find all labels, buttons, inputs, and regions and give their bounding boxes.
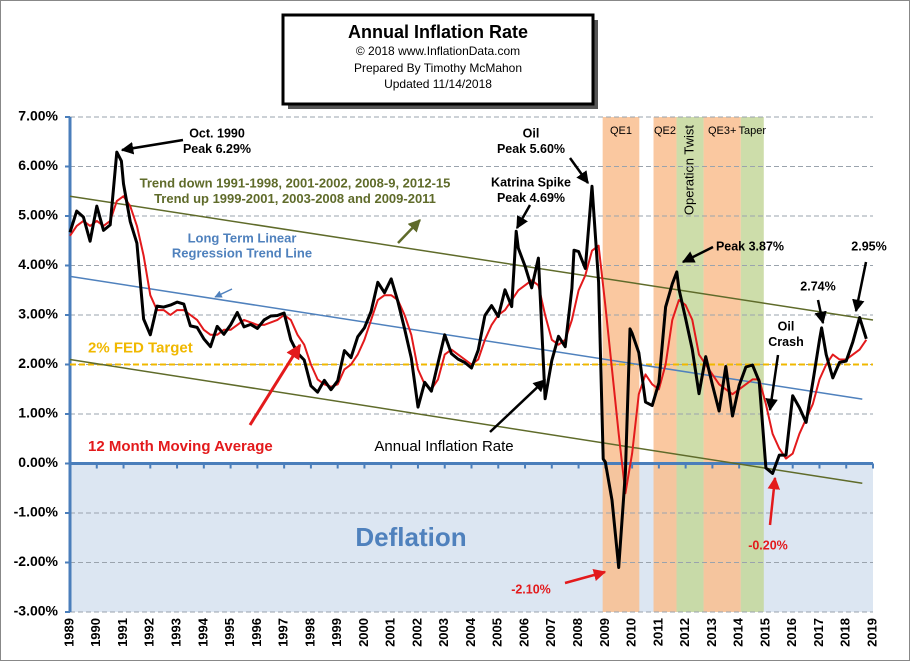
trend-line [69, 358, 863, 485]
data-line [69, 195, 868, 495]
band-label: QE2 [654, 125, 676, 137]
trend-line [69, 195, 874, 321]
annotation: 2.95% [851, 239, 886, 253]
legend-label: 12 Month Moving Average [88, 438, 273, 455]
legend-label: Annual Inflation Rate [374, 438, 513, 455]
arrow [568, 157, 590, 185]
arrow [814, 299, 827, 325]
annotation: Oil [523, 126, 540, 140]
x-tick-label: 2012 [677, 618, 692, 647]
x-tick-label: 2004 [463, 617, 478, 647]
annotation: Oct. 1990 [189, 126, 245, 140]
y-tick-label: 0.00% [18, 454, 58, 470]
annotation: Peak 6.29% [183, 142, 251, 156]
subtitle: Prepared By Timothy McMahon [354, 61, 522, 75]
annotation: Peak 4.69% [497, 191, 565, 205]
annotation: Crash [768, 335, 803, 349]
plot-area: QE1 QE2 Operation Twist QE3+ Taper -3.00% -2.0… [14, 108, 887, 647]
subtitle: Updated 11/14/2018 [384, 77, 492, 91]
target-label: 2% FED Target [88, 339, 193, 356]
x-tick-label: 1996 [249, 618, 264, 647]
x-tick-label: 1997 [276, 618, 291, 647]
x-tick-label: 1990 [88, 618, 103, 647]
x-tick-label: 2000 [356, 618, 371, 647]
x-tick-label: 1993 [169, 618, 184, 647]
x-tick-label: 2010 [624, 618, 639, 647]
x-tick-label: 2008 [570, 618, 585, 647]
x-tick-label: 2014 [731, 617, 746, 647]
x-tick-label: 2003 [436, 618, 451, 647]
arrow [564, 568, 607, 585]
annotation: Katrina Spike [491, 175, 571, 189]
annotation: Trend up 1999-2001, 2003-2008 and 2009-2… [154, 191, 436, 206]
y-tick-label: 3.00% [18, 306, 58, 322]
x-tick-label: 1998 [302, 618, 317, 647]
data-line [68, 150, 868, 569]
y-tick-label: 7.00% [18, 108, 58, 124]
y-tick-label: 5.00% [18, 207, 58, 223]
x-tick-label: 1992 [142, 618, 157, 647]
annotation: Peak 3.87% [716, 239, 784, 253]
x-tick-label: 2015 [757, 618, 772, 647]
x-tick-label: 1995 [222, 618, 237, 647]
x-tick-label: 2005 [490, 618, 505, 647]
arrow [489, 379, 546, 433]
band-label: QE1 [610, 125, 632, 137]
x-tick-label: 1999 [329, 618, 344, 647]
title-box [281, 13, 595, 106]
x-tick-label: 2016 [784, 618, 799, 647]
annotation: -2.10% [511, 582, 551, 596]
annotation: -0.20% [748, 538, 788, 552]
x-tick-label: 2019 [864, 618, 879, 647]
x-tick-label: 1989 [61, 618, 76, 647]
deflation-label: Deflation [355, 522, 466, 552]
y-tick-label: -1.00% [14, 504, 59, 520]
y-tick-label: 2.00% [18, 355, 58, 371]
y-tick-label: 6.00% [18, 157, 58, 173]
annotation: Trend down 1991-1998, 2001-2002, 2008-9,… [140, 175, 451, 190]
y-tick-label: 4.00% [18, 256, 58, 272]
y-tick-label: -3.00% [14, 603, 59, 619]
subtitle: © 2018 www.InflationData.com [356, 44, 520, 58]
arrow [852, 261, 868, 313]
band-label: QE3+ [708, 125, 736, 137]
annotation: Peak 5.60% [497, 142, 565, 156]
arrow [397, 219, 421, 244]
x-tick-label: 2018 [838, 618, 853, 647]
trend-line [69, 275, 863, 400]
arrow [214, 288, 233, 298]
x-tick-label: 1991 [115, 618, 130, 647]
x-tick-label: 1994 [195, 617, 210, 647]
trend-label: Regression Trend Line [172, 245, 312, 260]
annotation: 2.74% [800, 279, 835, 293]
annotation: Oil [778, 319, 795, 333]
arrow [681, 245, 714, 264]
arrow [515, 204, 532, 230]
x-tick-label: 2007 [543, 618, 558, 647]
arrow [767, 476, 781, 526]
x-tick-label: 2001 [383, 618, 398, 647]
arrow [120, 138, 184, 155]
chart-title: Annual Inflation Rate [348, 22, 528, 42]
y-tick-label: -2.00% [14, 553, 59, 569]
band-label: Operation Twist [681, 125, 696, 215]
x-tick-label: 2002 [409, 618, 424, 647]
x-tick-label: 2017 [811, 618, 826, 647]
trend-label: Long Term Linear [188, 230, 297, 245]
x-tick-label: 2009 [597, 618, 612, 647]
arrow [248, 343, 302, 426]
x-tick-label: 2011 [650, 618, 665, 646]
band-label: Taper [739, 125, 767, 137]
x-tick-label: 2006 [516, 618, 531, 647]
x-tick-label: 2013 [704, 618, 719, 647]
y-tick-label: 1.00% [18, 405, 58, 421]
arrow [765, 354, 780, 412]
